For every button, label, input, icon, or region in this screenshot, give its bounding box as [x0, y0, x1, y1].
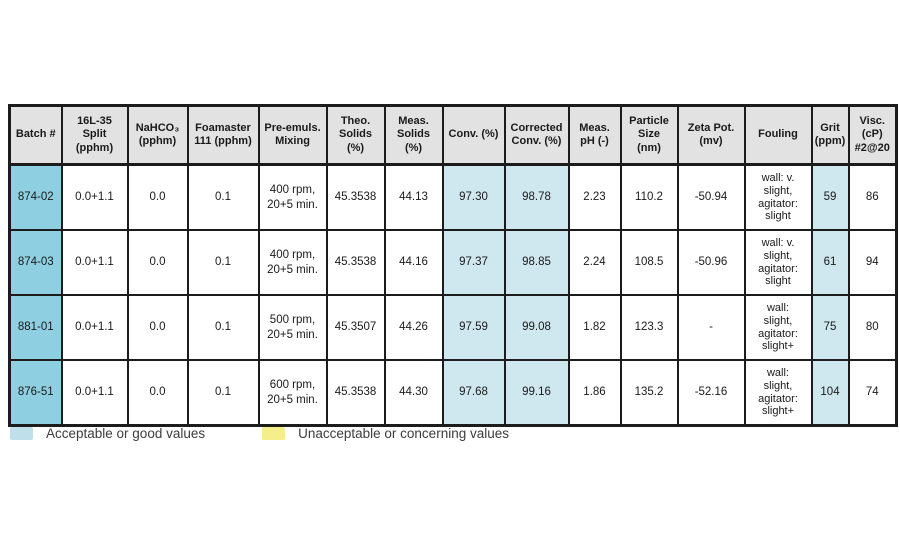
column-header: Corrected Conv. (%) — [503, 104, 570, 166]
table-cell: 86 — [847, 163, 898, 231]
table-cell: wall: v. slight, agitator: slight — [743, 163, 813, 231]
legend-label-unacceptable: Unacceptable or concerning values — [298, 426, 509, 441]
table-cell: 500 rpm, 20+5 min. — [257, 294, 328, 361]
column-header: Fouling — [743, 104, 813, 166]
table-row: 874-02 0.0+1.1 0.0 0.1 400 rpm, 20+5 min. 45.… — [8, 163, 898, 231]
table-cell: 0.1 — [186, 229, 260, 296]
table-row: 874-03 0.0+1.1 0.0 0.1 400 rpm, 20+5 min. 45.… — [8, 229, 898, 296]
table-cell: -52.16 — [676, 359, 746, 427]
table-cell: 44.30 — [383, 359, 444, 427]
batch-id-cell: 876-51 — [8, 359, 63, 427]
table-cell: 0.0+1.1 — [60, 294, 129, 361]
table-cell: 44.13 — [383, 163, 444, 231]
table-cell: 600 rpm, 20+5 min. — [257, 359, 328, 427]
column-header: Foamaster 111 (pphm) — [186, 104, 260, 166]
legend-label-acceptable: Acceptable or good values — [46, 426, 206, 441]
table-cell: wall: v. slight, agitator: slight — [743, 229, 813, 296]
legend-item-unacceptable: Unacceptable or concerning values — [262, 426, 509, 441]
acceptable-color-swatch-icon — [10, 427, 33, 440]
table-row: 881-01 0.0+1.1 0.0 0.1 500 rpm, 20+5 min. 45.… — [8, 294, 898, 361]
table-cell: 400 rpm, 20+5 min. — [257, 163, 328, 231]
table-cell: 74 — [847, 359, 898, 427]
table-cell: 2.24 — [567, 229, 622, 296]
table-cell: -50.96 — [676, 229, 746, 296]
table-body: 874-02 0.0+1.1 0.0 0.1 400 rpm, 20+5 min. 45.… — [8, 163, 898, 427]
table-cell: 61 — [810, 229, 850, 296]
table-cell: 0.0 — [126, 229, 189, 296]
table-row: 876-51 0.0+1.1 0.0 0.1 600 rpm, 20+5 min. 45.… — [8, 359, 898, 427]
column-header: 16L-35 Split (pphm) — [60, 104, 129, 166]
table-cell: 400 rpm, 20+5 min. — [257, 229, 328, 296]
table-cell: 44.26 — [383, 294, 444, 361]
header-row: Batch #16L-35 Split (pphm) NaHCO₃ (pphm) F… — [8, 104, 898, 166]
batch-id-cell: 874-02 — [8, 163, 63, 231]
table-cell: 45.3507 — [325, 294, 386, 361]
table-cell: 97.30 — [441, 163, 506, 231]
batch-id-cell: 881-01 — [8, 294, 63, 361]
table-cell: 0.0+1.1 — [60, 229, 129, 296]
table-cell: 45.3538 — [325, 359, 386, 427]
table-cell: 0.0+1.1 — [60, 359, 129, 427]
column-header: Visc. (cP) #2@20 — [847, 104, 898, 166]
table-cell: -50.94 — [676, 163, 746, 231]
table-cell: - — [676, 294, 746, 361]
table-header: Batch #16L-35 Split (pphm) NaHCO₃ (pphm) F… — [8, 104, 898, 166]
table-cell: 80 — [847, 294, 898, 361]
table-cell: 0.0 — [126, 163, 189, 231]
column-header: NaHCO₃ (pphm) — [126, 104, 189, 166]
column-header: Pre-emuls. Mixing — [257, 104, 328, 166]
column-header: Meas. Solids (%) — [383, 104, 444, 166]
table-cell: 1.82 — [567, 294, 622, 361]
table-cell: 59 — [810, 163, 850, 231]
batch-id-cell: 874-03 — [8, 229, 63, 296]
table-cell: 2.23 — [567, 163, 622, 231]
table-cell: wall: slight, agitator: slight+ — [743, 294, 813, 361]
table-cell: 97.68 — [441, 359, 506, 427]
batch-results-table: Batch #16L-35 Split (pphm) NaHCO₃ (pphm) F… — [8, 104, 898, 427]
unacceptable-color-swatch-icon — [262, 427, 286, 440]
column-header: Theo. Solids (%) — [325, 104, 386, 166]
table-cell: 98.78 — [503, 163, 570, 231]
table-cell: 123.3 — [619, 294, 679, 361]
table-cell: 97.37 — [441, 229, 506, 296]
table-cell: 75 — [810, 294, 850, 361]
table-cell: 0.0 — [126, 359, 189, 427]
table-cell: 94 — [847, 229, 898, 296]
table-cell: 99.16 — [503, 359, 570, 427]
column-header: Conv. (%) — [441, 104, 506, 166]
table-cell: 99.08 — [503, 294, 570, 361]
table-cell: 45.3538 — [325, 163, 386, 231]
table-cell: 0.0 — [126, 294, 189, 361]
table-cell: 45.3538 — [325, 229, 386, 296]
legend-item-acceptable: Acceptable or good values — [10, 426, 205, 441]
column-header: Zeta Pot. (mv) — [676, 104, 746, 166]
table-cell: 108.5 — [619, 229, 679, 296]
table-cell: 135.2 — [619, 359, 679, 427]
column-header: Grit (ppm) — [810, 104, 850, 166]
table-cell: 0.1 — [186, 163, 260, 231]
table-cell: 0.1 — [186, 359, 260, 427]
column-header: Particle Size (nm) — [619, 104, 679, 166]
table-cell: 1.86 — [567, 359, 622, 427]
table-cell: 44.16 — [383, 229, 444, 296]
table-cell: 97.59 — [441, 294, 506, 361]
table-cell: 110.2 — [619, 163, 679, 231]
column-header: Meas. pH (-) — [567, 104, 622, 166]
column-header: Batch # — [8, 104, 63, 166]
table-cell: wall: slight, agitator: slight+ — [743, 359, 813, 427]
table-cell: 98.85 — [503, 229, 570, 296]
table-cell: 0.1 — [186, 294, 260, 361]
legend: Acceptable or good values Unacceptable o… — [10, 426, 509, 441]
table-cell: 0.0+1.1 — [60, 163, 129, 231]
table-cell: 104 — [810, 359, 850, 427]
